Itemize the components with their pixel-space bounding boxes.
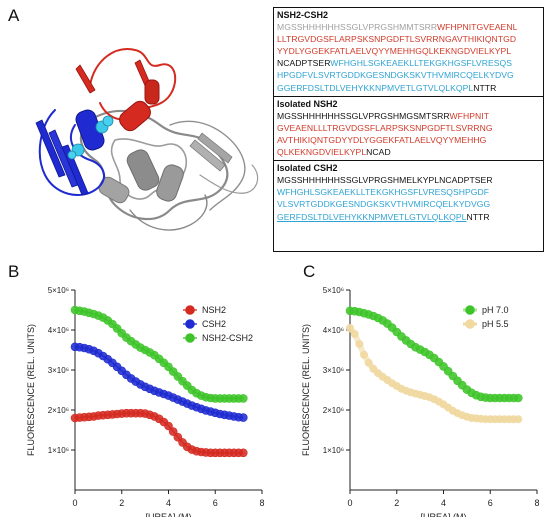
- data-point: [168, 427, 178, 436]
- y-tick-label: 5×10⁶: [323, 286, 344, 295]
- legend-label: NSH2-CSH2: [202, 333, 253, 343]
- panel-label-c: C: [303, 262, 316, 281]
- sequence-line: VLSVRTGDDKGESNDGKSKVTHVMIRCQELKYDVGG: [277, 198, 540, 210]
- chart-c: 0 2 4 6 8 1×10⁶ 2×10⁶ 3×10⁶ 4×10⁶ 5×10⁶ [UREA] (M)…: [301, 286, 540, 517]
- sequence-title: Isolated CSH2: [277, 163, 338, 174]
- y-tick-label: 1×10⁶: [323, 446, 344, 455]
- sequence-line: LLTRGVDGSFLARPSKSNPGDFTLSVRRNGAVTHIKIQNT…: [277, 33, 540, 45]
- data-point: [514, 415, 523, 424]
- data-point: [355, 340, 364, 348]
- x-tick-label: 6: [488, 498, 493, 508]
- sequence-section: Isolated CSH2 MGSSHHHHHHSSGLVPRGSHMELKYPL…: [274, 161, 543, 224]
- x-tick-label: 8: [259, 498, 264, 508]
- sequence-box: NSH2-CSH2 MGSSHHHHHHSSGLVPRGSHMMTSRRWFHPN…: [273, 7, 544, 252]
- data-point: [239, 413, 248, 422]
- sequence-line: WFHGHLSGKEAEKLLTEKGKHGSFLVRESQSHPGDF: [277, 186, 540, 198]
- legend-label: pH 5.5: [482, 319, 509, 329]
- legend-marker: [465, 305, 475, 315]
- sequence-line: GVEAENLLLTRGVDGSFLARPSKSNPGDFTLSVRRNG: [277, 122, 540, 134]
- sequence-segment: NTTR: [466, 211, 490, 222]
- series-group: [346, 324, 523, 424]
- sequence-segment: WFHGHLSGKEAEKLLTEKGKHGSFLVRESQS: [330, 58, 513, 69]
- chart-b: 0 2 4 6 8 1×10⁶ 2×10⁶ 3×10⁶ 4×10⁶ 5×10⁶ [UREA] (M)…: [26, 286, 265, 517]
- sequence-segment: WFHGHLSGKEAEKLLTEKGKHGSFLVRESQSHPGDF: [277, 187, 490, 198]
- sequence-segment: QLKEKNGDVIELKYPL: [277, 147, 367, 158]
- legend-marker: [185, 319, 195, 329]
- series-group: [70, 305, 248, 403]
- legend-marker: [185, 333, 195, 343]
- y-axis-label: FLUORESCENCE (REL. UNITS): [301, 324, 311, 456]
- data-point: [346, 324, 354, 332]
- x-tick-label: 2: [119, 498, 124, 508]
- legend-marker: [465, 319, 475, 329]
- data-point: [350, 330, 359, 338]
- legend-label: CSH2: [202, 319, 226, 329]
- sequence-segment: MGSSHHHHHHSSGLVPRGSHMGSMTSRR: [277, 110, 450, 121]
- protein-structure-image: [35, 48, 259, 231]
- legend-label: NSH2: [202, 305, 226, 315]
- panel-label-b: B: [8, 262, 20, 281]
- y-tick-label: 2×10⁶: [323, 406, 344, 415]
- sequence-line: QLKEKNGDVIELKYPLNCAD: [277, 146, 540, 158]
- x-tick-label: 6: [213, 498, 218, 508]
- x-tick-label: 4: [441, 498, 446, 508]
- sequence-line: HPGDFVLSVRTGDDKGESNDGKSKVTHVMIRCQELKYDVG: [277, 69, 540, 81]
- sequence-title: Isolated NSH2: [277, 98, 338, 109]
- sequence-line: YYDLYGGEKFATLAELVQYYMEHHGQLKEKNGDVIELKYP…: [277, 45, 540, 57]
- y-tick-label: 2×10⁶: [48, 406, 69, 415]
- y-tick-label: 4×10⁶: [48, 326, 69, 335]
- sequence-segment: AVTHIKIQNTGDYYDLYGGEKFATLAELVQYYMEHHG: [277, 134, 487, 145]
- series-group: [345, 306, 523, 403]
- panel-label-a: A: [8, 6, 20, 25]
- sequence-segment: GGERFDSLTDLVEHYKKNPMVETLGTVLQLKQPL: [277, 82, 474, 93]
- data-point: [360, 350, 369, 359]
- x-tick-label: 0: [347, 498, 352, 508]
- sequence-section: NSH2-CSH2 MGSSHHHHHHSSGLVPRGSHMMTSRRWFHPN…: [274, 8, 543, 97]
- sequence-line: MGSSHHHHHHSSGLVPRGSHMGSMTSRRWFHPNIT: [277, 110, 540, 122]
- data-point: [364, 358, 373, 367]
- legend-marker: [185, 305, 195, 315]
- sequence-segment: GVEAENLLLTRGVDGSFLARPSKSNPGDFTLSVRRNG: [277, 122, 493, 133]
- x-axis-label: [UREA] (M): [421, 512, 467, 517]
- sequence-segment: YYDLYGGEKFATLAELVQYYMEHHGQLKEKNGDVIELKYP…: [277, 46, 512, 57]
- sequence-segment: NTTR: [473, 82, 497, 93]
- x-axis-label: [UREA] (M): [146, 512, 192, 517]
- sequence-line: MGSSHHHHHHSSGLVPRGSHMMTSRRWFHPNITGVEAENL: [277, 21, 540, 33]
- data-point: [239, 394, 248, 403]
- sequence-segment: GERFDSLTDLVEHYKKNPMVETLGTVLQLKQPL: [277, 211, 467, 222]
- sequence-segment: WFHPNIT: [449, 110, 489, 121]
- sequence-line: GERFDSLTDLVEHYKKNPMVETLGTVLQLKQPLNTTR: [277, 211, 540, 223]
- y-tick-label: 1×10⁶: [48, 446, 69, 455]
- sequence-segment: WFHPNITGVEAENL: [436, 22, 518, 33]
- sequence-segment: NCADPTSER: [277, 58, 331, 69]
- sequence-segment: LLTRGVDGSFLARPSKSNPGDFTLSVRRNGAVTHIKIQNT…: [277, 34, 517, 45]
- y-tick-label: 3×10⁶: [48, 366, 69, 375]
- legend-label: pH 7.0: [482, 305, 509, 315]
- y-tick-label: 4×10⁶: [323, 326, 344, 335]
- sequence-segment: MGSSHHHHHHSSGLVPRGSHMMTSRR: [277, 22, 437, 33]
- x-tick-label: 4: [166, 498, 171, 508]
- sequence-segment: VLSVRTGDDKGESNDGKSKVTHVMIRCQELKYDVGG: [277, 199, 491, 210]
- data-point: [239, 448, 248, 458]
- sequence-line: MGSSHHHHHHSSGLVPRGSHMELKYPLNCADPTSER: [277, 174, 540, 186]
- sequence-section: Isolated NSH2 MGSSHHHHHHSSGLVPRGSHMGSMTSR…: [274, 97, 543, 162]
- x-tick-label: 8: [534, 498, 539, 508]
- y-axis-label: FLUORESCENCE (REL. UNITS): [26, 324, 36, 456]
- sequence-line: NCADPTSERWFHGHLSGKEAEKLLTEKGKHGSFLVRESQS: [277, 57, 540, 69]
- series-group: [70, 342, 248, 422]
- sequence-segment: NCAD: [366, 147, 391, 158]
- y-tick-label: 5×10⁶: [48, 286, 69, 295]
- series-group: [70, 408, 248, 458]
- data-point: [514, 393, 523, 403]
- y-tick-label: 3×10⁶: [323, 366, 344, 375]
- sequence-segment: HPGDFVLSVRTGDDKGESNDGKSKVTHVMIRCQELKYDVG: [277, 70, 514, 81]
- data-point: [164, 421, 173, 431]
- sequence-segment: MGSSHHHHHHSSGLVPRGSHMELKYPLNCADPTSER: [277, 175, 493, 186]
- x-tick-label: 2: [394, 498, 399, 508]
- x-tick-label: 0: [72, 498, 77, 508]
- sequence-line: GGERFDSLTDLVEHYKKNPMVETLGTVLQLKQPLNTTR: [277, 82, 540, 94]
- sequence-title: NSH2-CSH2: [277, 10, 329, 20]
- sequence-line: AVTHIKIQNTGDYYDLYGGEKFATLAELVQYYMEHHG: [277, 134, 540, 146]
